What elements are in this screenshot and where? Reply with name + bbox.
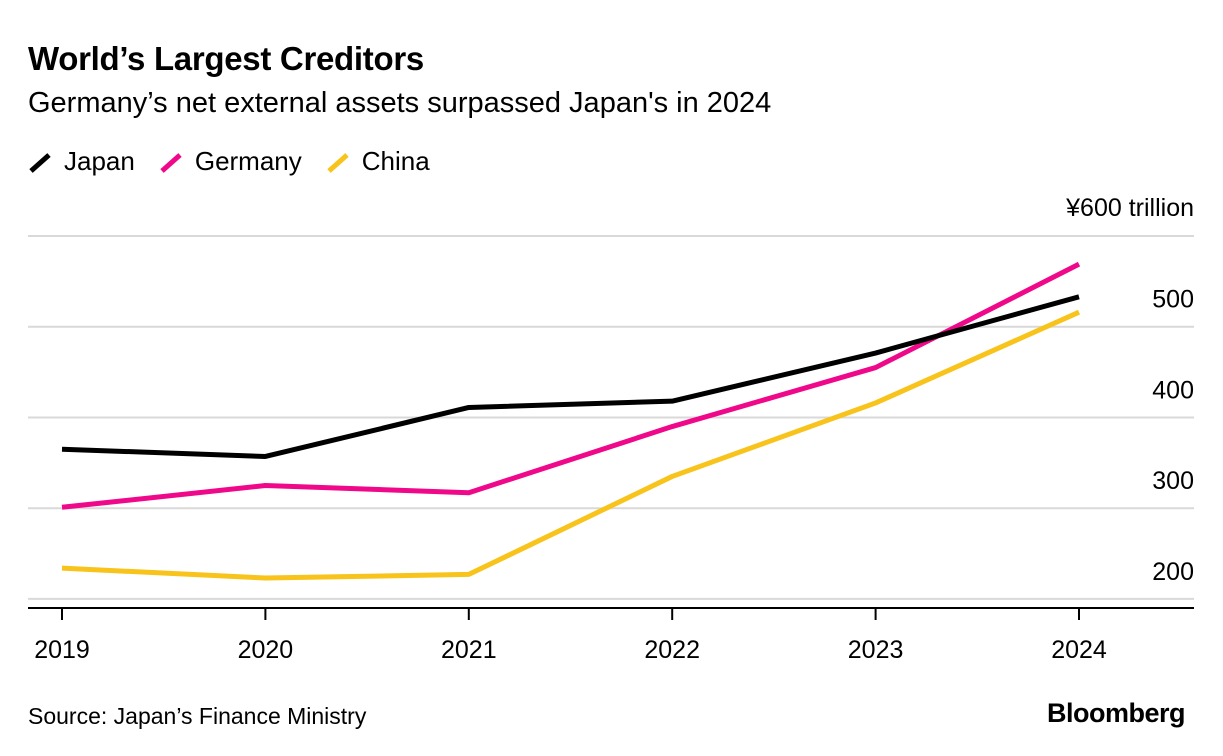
series-line-japan <box>61 294 1080 459</box>
y-tick-label-300: 300 <box>1152 467 1194 495</box>
y-tick-label-600: ¥600 trillion <box>1065 194 1194 222</box>
x-tick-label-2021: 2021 <box>441 636 497 664</box>
legend-label-japan: Japan <box>64 146 135 176</box>
series-line-china <box>61 309 1081 581</box>
legend-item-germany: Germany <box>159 146 302 177</box>
chart-title: World’s Largest Creditors <box>28 40 424 77</box>
legend-item-japan: Japan <box>28 146 135 177</box>
legend-swatch-japan <box>29 152 51 173</box>
legend-swatch-germany <box>160 152 182 173</box>
legend-item-china: China <box>326 146 430 177</box>
y-tick-label-500: 500 <box>1152 286 1194 314</box>
source-note: Source: Japan’s Finance Ministry <box>28 703 367 729</box>
bloomberg-logo: Bloomberg <box>1046 698 1186 728</box>
y-tick-label-400: 400 <box>1152 376 1194 404</box>
legend-label-germany: Germany <box>194 146 302 176</box>
x-tick-label-2019: 2019 <box>34 636 90 664</box>
y-tick-label-200: 200 <box>1152 558 1194 586</box>
x-tick-label-2020: 2020 <box>238 636 294 664</box>
x-tick-label-2022: 2022 <box>644 636 700 664</box>
legend-swatch-china <box>327 152 349 173</box>
chart-subtitle: Germany’s net external assets surpassed … <box>28 87 772 119</box>
legend: Japan Germany China <box>28 146 454 177</box>
x-tick-label-2023: 2023 <box>848 636 904 664</box>
x-tick-label-2024: 2024 <box>1051 636 1107 664</box>
series-line-germany <box>61 261 1081 510</box>
legend-label-china: China <box>361 146 430 176</box>
